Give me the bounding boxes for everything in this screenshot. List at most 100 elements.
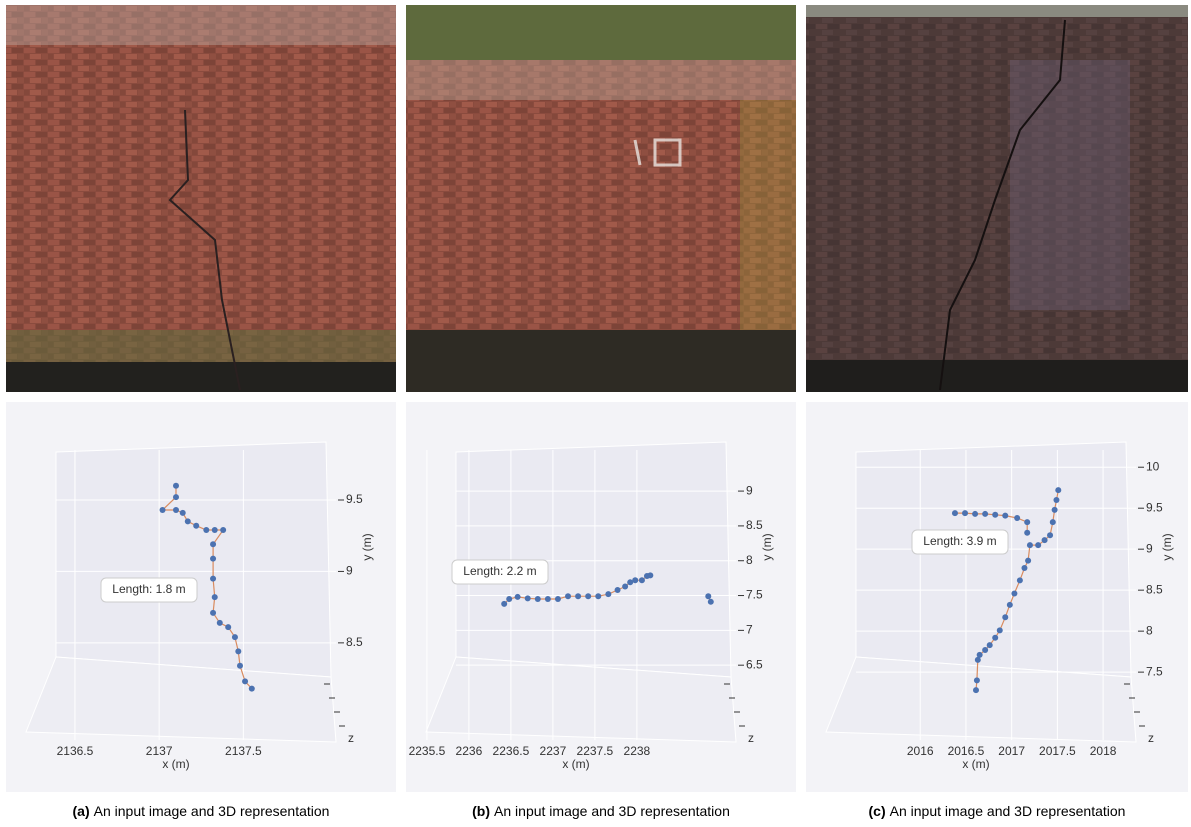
x-axis-label: x (m) bbox=[962, 757, 989, 771]
crack-point bbox=[987, 642, 993, 648]
crack-point bbox=[575, 593, 581, 599]
crack-point bbox=[952, 510, 958, 516]
y-tick-label: 8 bbox=[746, 553, 753, 567]
crack-point bbox=[1050, 519, 1056, 525]
x-axis-label: x (m) bbox=[562, 757, 589, 771]
crack-point bbox=[160, 507, 166, 513]
crack-point bbox=[595, 593, 601, 599]
y-tick-label: 8 bbox=[1146, 623, 1153, 637]
caption-label: (a) bbox=[73, 803, 90, 819]
pane bbox=[56, 442, 331, 677]
crack-point bbox=[1024, 530, 1030, 536]
crack-point bbox=[622, 583, 628, 589]
caption: (c)An input image and 3D representation bbox=[869, 803, 1126, 819]
crack-point bbox=[974, 677, 980, 683]
crack-point bbox=[210, 576, 216, 582]
x-tick-label: 2136.5 bbox=[57, 744, 94, 758]
crack-point bbox=[210, 610, 216, 616]
crack-point bbox=[1024, 519, 1030, 525]
crack-point bbox=[237, 663, 243, 669]
crack-point bbox=[217, 620, 223, 626]
crack-point bbox=[173, 507, 179, 513]
crack-point bbox=[180, 510, 186, 516]
x-tick-label: 2137.5 bbox=[225, 744, 262, 758]
crack-point bbox=[232, 634, 238, 640]
z-axis-label: z bbox=[1148, 731, 1154, 745]
crack-point bbox=[565, 593, 571, 599]
crack-point bbox=[1047, 532, 1053, 538]
crack-point bbox=[1035, 542, 1041, 548]
x-tick-label: 2016.5 bbox=[948, 744, 985, 758]
crack-point bbox=[973, 687, 979, 693]
crack-point bbox=[1002, 513, 1008, 519]
crack-point bbox=[962, 510, 968, 516]
caption: (b)An input image and 3D representation bbox=[472, 803, 730, 819]
y-tick-label: 9 bbox=[1146, 541, 1153, 555]
y-tick-label: 7.5 bbox=[746, 588, 763, 602]
x-tick-label: 2236 bbox=[456, 744, 483, 758]
y-tick-label: 9.5 bbox=[346, 492, 363, 506]
crack-point bbox=[1021, 565, 1027, 571]
crack-point bbox=[515, 594, 521, 600]
caption-label: (b) bbox=[472, 803, 490, 819]
crack-point bbox=[545, 596, 551, 602]
crack-point bbox=[225, 624, 231, 630]
crack-point bbox=[1011, 590, 1017, 596]
crack-point bbox=[975, 657, 981, 663]
y-tick-label: 7 bbox=[746, 623, 753, 637]
annotation: Length: 1.8 m bbox=[112, 582, 185, 596]
crack-point bbox=[982, 647, 988, 653]
crack-point bbox=[647, 572, 653, 578]
x-tick-label: 2237 bbox=[540, 744, 567, 758]
y-tick-label: 8.5 bbox=[346, 635, 363, 649]
crack-point bbox=[242, 678, 248, 684]
crack-point bbox=[1052, 507, 1058, 513]
crack-point bbox=[193, 523, 199, 529]
crack-point bbox=[220, 527, 226, 533]
crack-point bbox=[212, 594, 218, 600]
crack-point bbox=[982, 511, 988, 517]
y-axis-label: y (m) bbox=[360, 533, 374, 560]
photo-c bbox=[806, 5, 1188, 392]
crack-point bbox=[210, 556, 216, 562]
y-tick-label: 7.5 bbox=[1146, 664, 1163, 678]
crack-point bbox=[708, 599, 714, 605]
crack-point bbox=[555, 596, 561, 602]
x-tick-label: 2237.5 bbox=[577, 744, 614, 758]
y-axis-label: y (m) bbox=[760, 533, 774, 560]
crack-point bbox=[203, 527, 209, 533]
y-tick-label: 6.5 bbox=[746, 657, 763, 671]
crack-point bbox=[632, 577, 638, 583]
x-tick-label: 2235.5 bbox=[409, 744, 446, 758]
crack-point bbox=[535, 596, 541, 602]
crack-point bbox=[235, 648, 241, 654]
crack-point bbox=[1055, 487, 1061, 493]
z-axis-label: z bbox=[348, 731, 354, 745]
crack-point bbox=[992, 635, 998, 641]
y-tick-label: 10 bbox=[1146, 459, 1160, 473]
figure: 2136.5 2137 2137.5 8.5 9 9.5 x (m) y (m) z Length… bbox=[0, 0, 1191, 827]
x-tick-label: 2137 bbox=[146, 744, 173, 758]
crack-point bbox=[525, 595, 531, 601]
caption-text: An input image and 3D representation bbox=[494, 803, 730, 819]
crack-point bbox=[639, 577, 645, 583]
crack-point bbox=[705, 593, 711, 599]
caption-text: An input image and 3D representation bbox=[890, 803, 1126, 819]
crack-point bbox=[506, 596, 512, 602]
crack-point bbox=[585, 593, 591, 599]
caption-label: (c) bbox=[869, 803, 886, 819]
crack-point bbox=[1053, 497, 1059, 503]
crack-point bbox=[615, 587, 621, 593]
caption-text: An input image and 3D representation bbox=[94, 803, 330, 819]
crack-point bbox=[1007, 602, 1013, 608]
crack-point bbox=[992, 512, 998, 518]
crack-point bbox=[212, 527, 218, 533]
crack-point bbox=[605, 591, 611, 597]
crack-point bbox=[1002, 614, 1008, 620]
y-axis-label: y (m) bbox=[1160, 533, 1174, 560]
caption: (a)An input image and 3D representation bbox=[73, 803, 330, 819]
annotation: Length: 2.2 m bbox=[463, 564, 536, 578]
annotation: Length: 3.9 m bbox=[923, 534, 996, 548]
y-tick-label: 9 bbox=[346, 564, 353, 578]
z-axis-label: z bbox=[748, 731, 754, 745]
